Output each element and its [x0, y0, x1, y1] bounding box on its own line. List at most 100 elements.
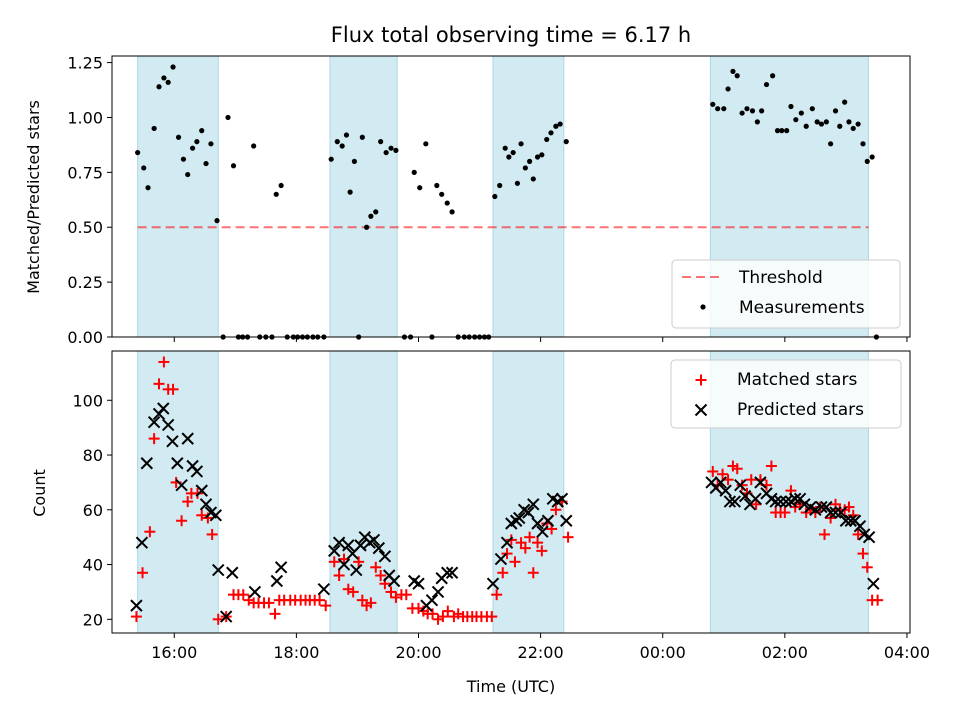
measurement-point — [225, 114, 231, 121]
measurement-point — [803, 123, 809, 129]
measurement-point — [779, 128, 785, 134]
measurement-point — [199, 128, 205, 134]
predicted-star-point — [274, 561, 288, 574]
measurement-point — [814, 119, 820, 125]
predicted-stars-legend-label: Predicted stars — [737, 400, 864, 420]
matched-star-point — [375, 570, 387, 582]
predicted-star-point — [536, 525, 549, 538]
matched-star-point — [707, 465, 719, 477]
matched-stars-series — [130, 356, 884, 625]
matched-star-point — [497, 567, 509, 579]
matched-star-point — [852, 528, 864, 540]
measurement-point — [214, 218, 220, 224]
measurement-point — [828, 141, 834, 147]
top-y-tick-label: 0.25 — [67, 273, 103, 292]
matched-star-point — [437, 611, 449, 623]
matched-star-point — [353, 556, 365, 568]
observing-interval-2 — [492, 55, 565, 338]
top-panel-y-ticks: 0.00 0.25 0.50 0.75 1.00 1.25 — [67, 54, 112, 347]
predicted-star-point — [175, 478, 188, 492]
matched-star-point — [861, 561, 873, 573]
measurement-point — [368, 213, 374, 219]
observing-interval-1 — [329, 55, 398, 338]
measurement-point — [506, 154, 512, 160]
predicted-star-point — [337, 558, 351, 571]
predicted-star-point — [555, 492, 569, 506]
matched-star-point — [765, 460, 777, 472]
measurement-point — [151, 125, 157, 132]
predicted-star-point — [862, 530, 876, 544]
matched-star-point — [153, 378, 165, 390]
measurement-point — [278, 182, 284, 189]
measurement-point — [170, 64, 176, 70]
x-tick-label: 04:00 — [884, 643, 930, 662]
measurement-point — [194, 139, 200, 145]
measurement-point — [203, 160, 209, 167]
measurement-point — [449, 209, 455, 215]
predicted-star-point — [440, 566, 454, 579]
x-tick-label: 18:00 — [273, 643, 319, 662]
measurement-point — [417, 185, 423, 191]
predicted-star-point — [140, 457, 154, 470]
predicted-star-point — [209, 509, 223, 522]
measurement-point — [818, 121, 825, 127]
predicted-star-point — [195, 484, 208, 497]
measurement-point — [156, 84, 162, 90]
measurement-point — [739, 110, 745, 116]
predicted-star-point — [248, 585, 262, 599]
matched-star-point — [148, 433, 160, 445]
matched-stars-legend-marker — [695, 374, 707, 386]
predicted-star-point — [387, 574, 401, 588]
predicted-star-point — [560, 514, 573, 527]
measurement-point — [347, 189, 353, 195]
matched-star-point — [191, 487, 203, 499]
predicted-star-point — [494, 552, 508, 566]
measurement-point — [497, 182, 503, 189]
measurement-point — [383, 149, 389, 156]
measurement-point — [869, 154, 875, 160]
matched-star-point — [365, 597, 377, 609]
predicted-star-point — [798, 498, 811, 511]
matched-star-point — [314, 594, 326, 606]
measurement-point — [165, 79, 171, 85]
matched-star-point — [779, 507, 791, 519]
predicted-star-point — [728, 495, 741, 508]
bottom-y-tick-label: 60 — [83, 501, 103, 520]
matched-star-point — [427, 608, 439, 620]
measurement-point — [518, 141, 524, 147]
chart-title: Flux total observing time = 6.17 h — [331, 23, 691, 47]
measurement-point — [388, 145, 394, 151]
matched-star-point — [144, 526, 156, 538]
predicted-star-point — [867, 577, 880, 590]
measurement-point — [185, 171, 191, 178]
measurement-point — [339, 143, 345, 149]
predicted-star-point — [809, 503, 822, 517]
top-y-tick-label: 0.00 — [67, 328, 103, 347]
x-tick-label: 20:00 — [395, 643, 441, 662]
measurement-point — [730, 68, 736, 74]
matched-stars-legend-label: Matched stars — [737, 370, 857, 390]
predicted-star-point — [839, 514, 853, 527]
measurement-point — [378, 139, 384, 145]
predicted-star-point — [367, 533, 381, 547]
measurement-point — [189, 145, 196, 151]
measurement-point — [798, 110, 804, 116]
matched-star-point — [442, 605, 454, 617]
measurement-point — [534, 154, 541, 160]
measurement-point — [439, 191, 445, 197]
predicted-star-point — [719, 484, 732, 497]
measurement-point — [788, 103, 794, 110]
predicted-star-point — [135, 536, 149, 549]
measurements-series — [135, 64, 880, 340]
x-tick-label: 22:00 — [518, 643, 564, 662]
measurement-point — [774, 128, 781, 134]
predicted-stars-legend-marker — [694, 403, 708, 417]
measurement-point — [544, 136, 550, 143]
predicted-star-point — [769, 495, 782, 508]
measurement-point — [749, 108, 756, 114]
predicted-star-point — [853, 520, 867, 533]
matched-star-point — [717, 468, 729, 480]
bottom-y-tick-label: 100 — [72, 391, 103, 410]
measurement-point — [334, 139, 340, 145]
